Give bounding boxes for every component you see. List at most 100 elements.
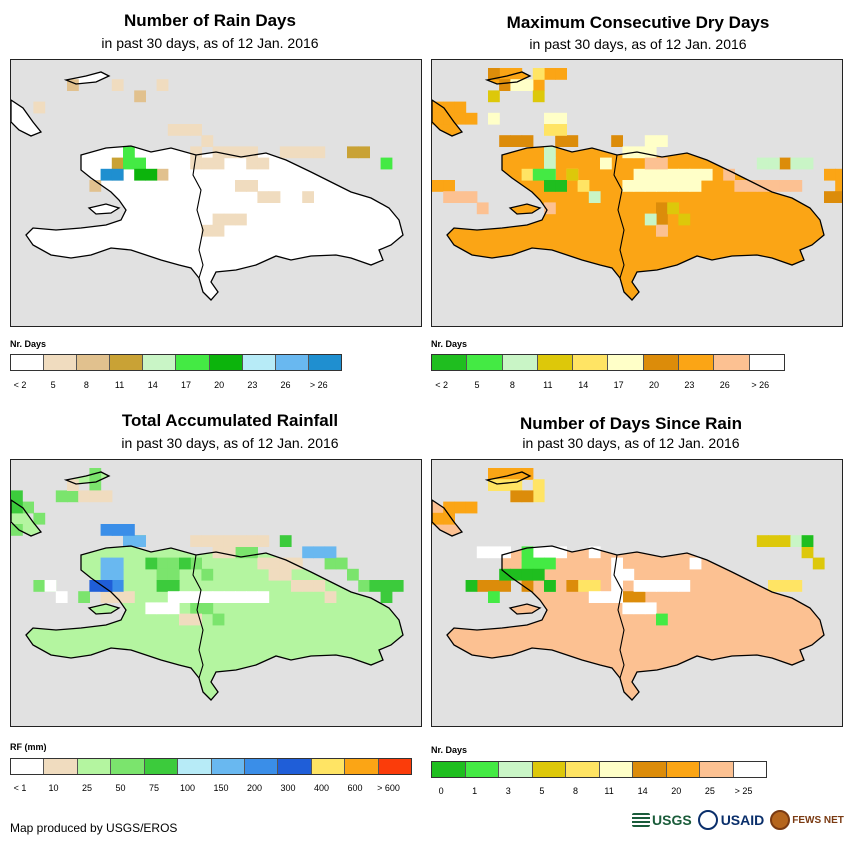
legend-label: 23 xyxy=(247,380,258,390)
coastline xyxy=(87,603,121,615)
grid-cell xyxy=(100,168,113,181)
grid-cell xyxy=(55,591,68,603)
grid-cells xyxy=(33,79,393,237)
legend-swatch xyxy=(679,355,715,370)
grid-cell xyxy=(111,79,124,91)
grid-cell xyxy=(145,602,158,615)
grid-cell xyxy=(779,157,791,170)
grid-cell xyxy=(768,535,780,547)
grid-cell xyxy=(835,168,842,181)
grid-cell xyxy=(510,490,523,503)
grid-cell xyxy=(223,535,236,547)
panel-title: Number of Rain Days xyxy=(124,11,296,30)
legend-swatch xyxy=(532,762,566,777)
legend-swatch xyxy=(178,759,212,774)
grid-cell xyxy=(156,168,169,181)
grid-cell xyxy=(167,602,180,615)
grid-cell xyxy=(11,524,23,536)
grid-cell xyxy=(201,602,214,615)
grid-cell xyxy=(488,112,500,125)
legend-swatch xyxy=(700,762,734,777)
legend-title: Nr. Days xyxy=(431,745,468,755)
legend-swatch xyxy=(211,759,245,774)
legend-swatch xyxy=(144,759,179,774)
grid-cell xyxy=(443,101,455,114)
grid-cell xyxy=(302,546,314,559)
legend-swatch xyxy=(378,759,412,774)
grid-cell xyxy=(78,591,90,603)
legend-label: 11 xyxy=(114,380,125,390)
grid-cell xyxy=(499,79,511,91)
grid-cell xyxy=(566,168,579,181)
grid-cell xyxy=(544,112,556,125)
grid-cell xyxy=(544,168,556,181)
grid-cell xyxy=(566,135,579,147)
legend-swatch xyxy=(432,355,468,370)
panel-subtitle: in past 30 days, as of 12 Jan. 2016 xyxy=(101,35,319,51)
grid-cell xyxy=(544,202,556,215)
coastline xyxy=(63,471,111,485)
legend-swatch xyxy=(44,759,78,774)
legend-swatch xyxy=(311,759,346,774)
grid-cell xyxy=(700,168,713,181)
legend-bar xyxy=(431,761,767,778)
legend-label: 20 xyxy=(671,786,682,796)
grid-cell xyxy=(667,168,679,181)
legend-swatch xyxy=(733,762,766,777)
legend-swatch xyxy=(608,355,644,370)
grid-cell xyxy=(510,79,523,91)
grid-cell xyxy=(499,546,511,559)
coastline xyxy=(11,499,43,537)
grid-cell xyxy=(532,490,545,503)
grid-cell xyxy=(257,535,270,547)
grid-cell xyxy=(100,557,113,570)
grid-cell xyxy=(521,546,534,559)
map-rain-days xyxy=(10,59,422,327)
legend-label: 600 xyxy=(347,783,363,793)
legend-label: 20 xyxy=(649,380,660,390)
grid-cell xyxy=(689,180,702,192)
legend-label: < 1 xyxy=(13,783,27,793)
grid-cell xyxy=(223,546,236,559)
legend-swatch xyxy=(244,759,279,774)
legend-swatch xyxy=(242,355,276,370)
legend-swatch xyxy=(77,759,112,774)
legend-swatch xyxy=(77,355,111,370)
legend-label: 400 xyxy=(314,783,330,793)
grid-cell xyxy=(257,157,270,170)
grid-cell xyxy=(488,479,500,491)
grid-cell xyxy=(521,79,534,91)
grid-cell xyxy=(324,591,337,603)
grid-cell xyxy=(544,157,556,170)
panel-subtitle: in past 30 days, as of 12 Jan. 2016 xyxy=(522,435,740,451)
legend-title: RF (mm) xyxy=(10,742,47,752)
grid-cell xyxy=(313,546,326,559)
grid-cell xyxy=(656,157,668,170)
legend-label: > 26 xyxy=(309,380,328,390)
map-total-rainfall xyxy=(10,459,422,727)
grid-cell xyxy=(499,135,511,147)
grid-cell xyxy=(555,135,567,147)
grid-cell xyxy=(476,580,489,592)
grid-cell xyxy=(11,490,23,503)
grid-cell xyxy=(201,135,214,147)
map-dry-days xyxy=(431,59,843,327)
grid-cell xyxy=(644,180,657,192)
legend-label: > 600 xyxy=(377,783,400,793)
coastline xyxy=(484,471,532,485)
logo-strip: USGS USAID FEWS NET xyxy=(632,806,844,834)
grid-cell xyxy=(324,557,337,570)
map-credit: Map produced by USGS/EROS xyxy=(10,821,178,835)
grid-cell xyxy=(89,479,102,491)
grid-cell xyxy=(78,490,90,503)
legend-swatch xyxy=(666,762,700,777)
grid-cell xyxy=(723,168,735,181)
legend-swatch xyxy=(432,762,466,777)
grid-cell xyxy=(667,580,679,592)
grid-cell xyxy=(756,535,769,547)
grid-cell xyxy=(488,580,500,592)
grid-cell xyxy=(510,479,523,491)
grid-cell xyxy=(100,580,113,592)
grid-cell xyxy=(212,213,225,226)
grid-cell xyxy=(201,157,214,170)
